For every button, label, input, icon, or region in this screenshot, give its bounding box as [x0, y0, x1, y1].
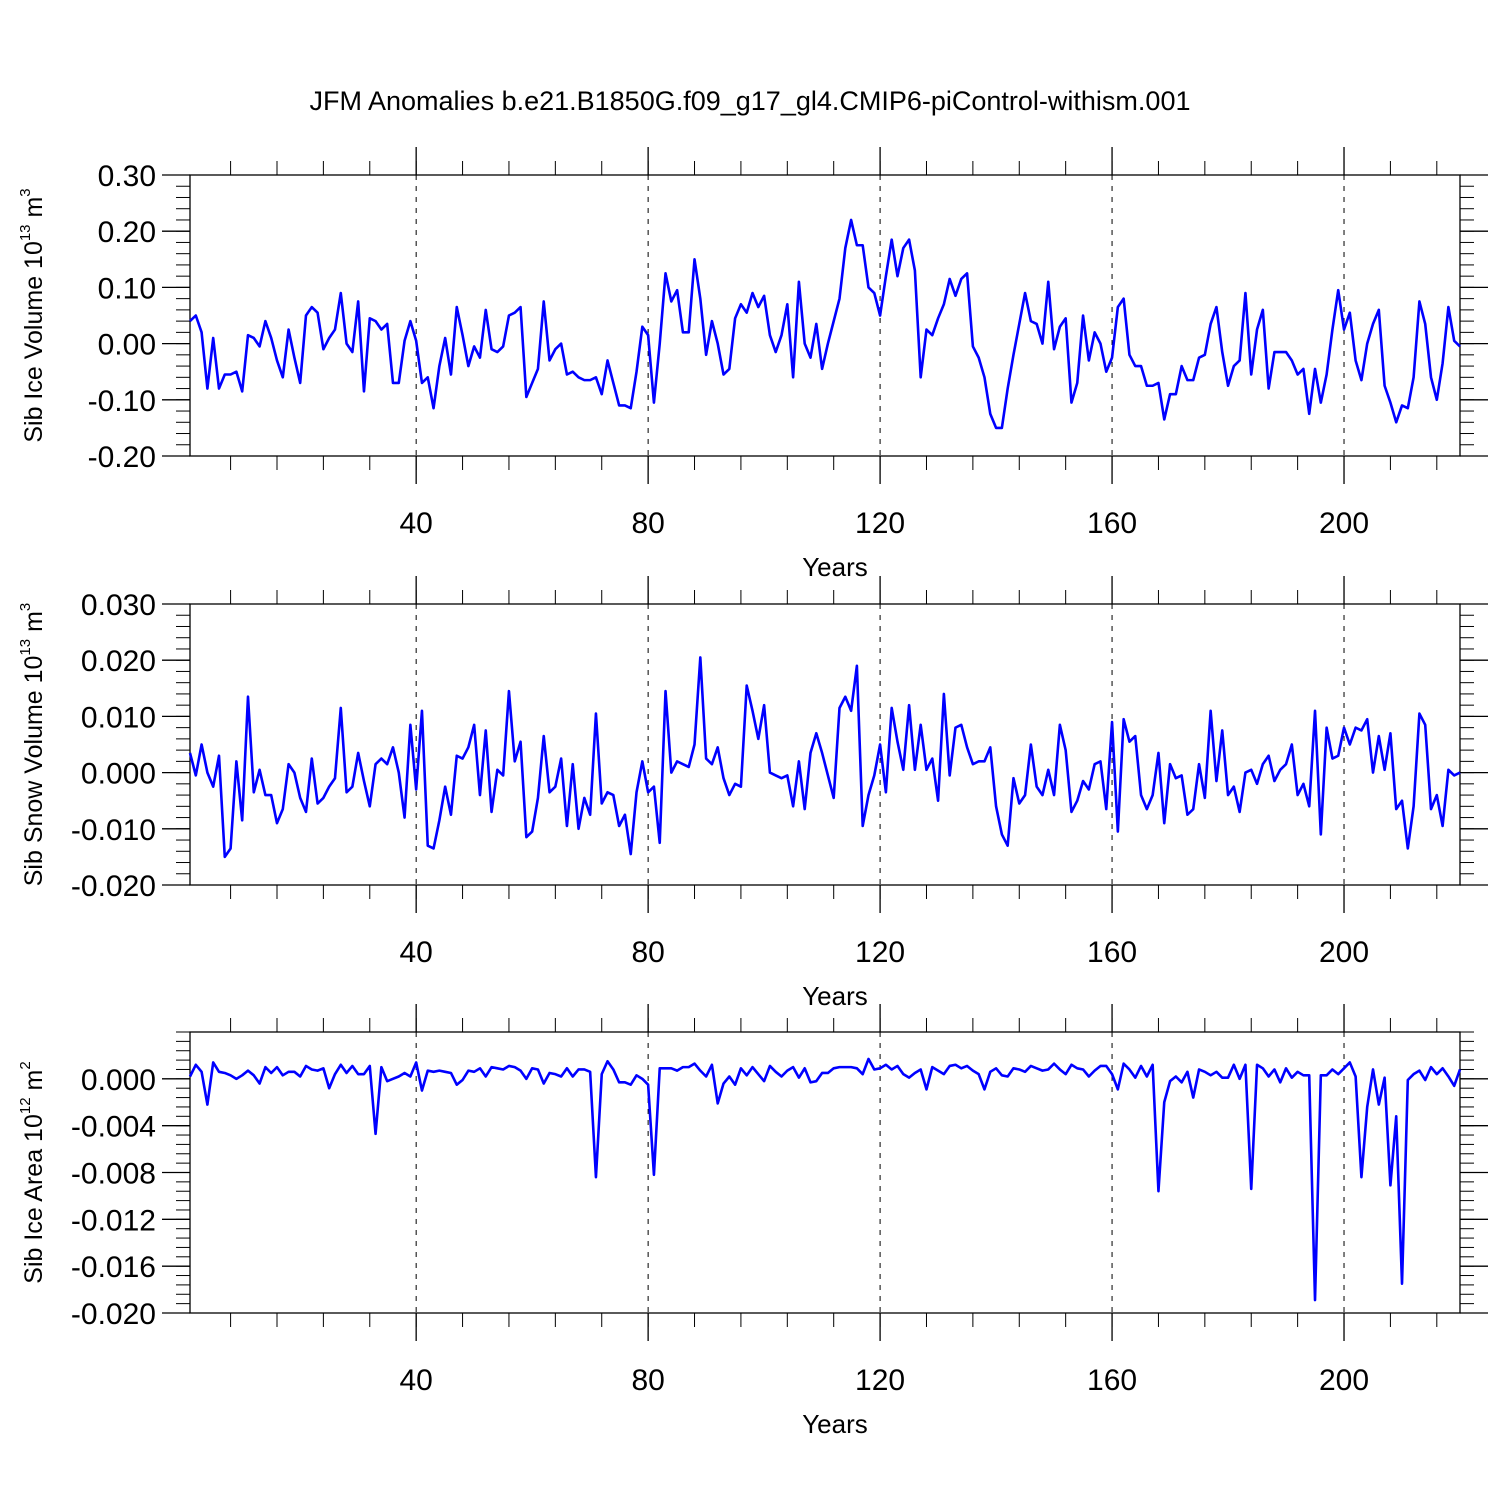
- plot-frame: [189, 174, 1461, 457]
- y-tick-label: -0.012: [71, 1204, 156, 1237]
- y-tick-label: 0.000: [81, 1064, 156, 1097]
- y-tick-label: -0.010: [71, 814, 156, 847]
- x-tick-label: 120: [855, 1364, 905, 1397]
- y-tick-label: 0.020: [81, 645, 156, 678]
- x-tick-label: 40: [399, 507, 432, 540]
- x-tick-label: 40: [399, 1364, 432, 1397]
- x-tick-label: 160: [1087, 936, 1137, 969]
- y-tick-label: 0.30: [98, 160, 156, 193]
- y-axis-label: Sib Snow Volume 1013 m3: [17, 603, 48, 887]
- x-axis-label: Years: [802, 1409, 868, 1439]
- x-tick-label: 80: [631, 507, 664, 540]
- series-line: [188, 1057, 1462, 1302]
- y-tick-label: 0.00: [98, 329, 156, 362]
- y-tick-label: 0.10: [98, 272, 156, 305]
- x-axis-label: Years: [802, 552, 868, 582]
- series-line: [188, 656, 1461, 859]
- plot-frame: [189, 603, 1461, 886]
- x-tick-label: 120: [855, 507, 905, 540]
- x-tick-label: 160: [1087, 1364, 1137, 1397]
- y-tick-label: 0.000: [81, 758, 156, 791]
- page-title: JFM Anomalies b.e21.B1850G.f09_g17_gl4.C…: [309, 86, 1191, 116]
- x-tick-label: 120: [855, 936, 905, 969]
- panel-3: -0.020 -0.016 -0.012 -0.008 -0.004 0.000 40 80 1…: [17, 1004, 1488, 1439]
- y-axis-label: Sib Ice Area 1012 m2: [17, 1061, 48, 1283]
- y-tick-label: -0.008: [71, 1158, 156, 1191]
- x-tick-label: 200: [1319, 936, 1369, 969]
- y-tick-label: 0.20: [98, 216, 156, 249]
- panel-1: -0.20 -0.10 0.00 0.10 0.20 0.30 40 80 120 160 200 Y…: [17, 147, 1488, 582]
- x-tick-label: 80: [631, 1364, 664, 1397]
- panel-2: -0.020 -0.010 0.000 0.010 0.020 0.030 40 80 120 1…: [17, 576, 1488, 1011]
- y-tick-label: -0.016: [71, 1251, 156, 1284]
- x-tick-label: 200: [1319, 507, 1369, 540]
- y-tick-label: -0.10: [88, 385, 156, 418]
- x-tick-label: 160: [1087, 507, 1137, 540]
- y-tick-label: 0.010: [81, 701, 156, 734]
- y-tick-label: 0.030: [81, 589, 156, 622]
- x-tick-label: 80: [631, 936, 664, 969]
- y-tick-label: -0.004: [71, 1111, 156, 1144]
- y-axis-label: Sib Ice Volume 1013 m3: [17, 188, 48, 442]
- y-tick-label: -0.020: [71, 1298, 156, 1331]
- plot-frame: [189, 1031, 1461, 1314]
- y-tick-label: -0.020: [71, 870, 156, 903]
- series-line: [189, 218, 1461, 430]
- y-tick-label: -0.20: [88, 441, 156, 474]
- x-tick-label: 200: [1319, 1364, 1369, 1397]
- x-axis-label: Years: [802, 981, 868, 1011]
- x-tick-label: 40: [399, 936, 432, 969]
